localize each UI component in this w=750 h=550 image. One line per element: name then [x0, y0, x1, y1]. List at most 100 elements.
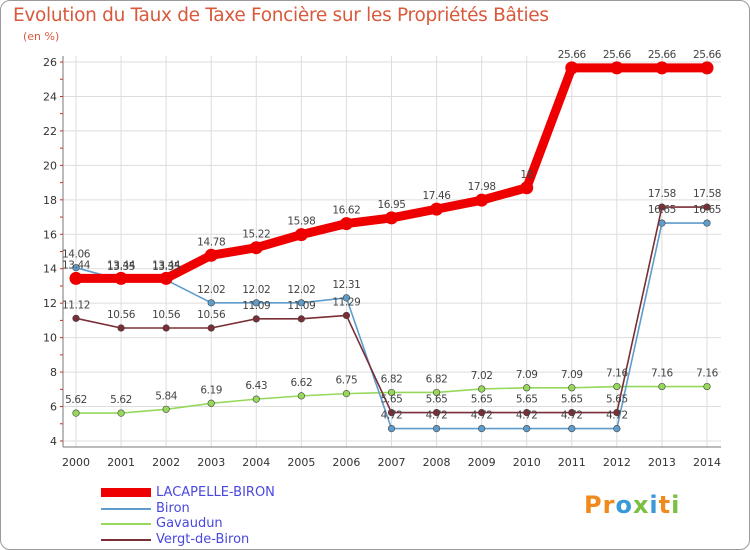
data-label: 4.72 — [606, 410, 628, 422]
data-point — [252, 395, 260, 403]
x-tick-label: 2007 — [378, 456, 406, 469]
x-tick-label: 2003 — [197, 456, 225, 469]
data-point — [72, 314, 80, 322]
data-point — [162, 324, 170, 332]
x-tick-label: 2013 — [648, 456, 676, 469]
data-label: 7.09 — [516, 369, 538, 381]
legend-swatch — [101, 507, 151, 510]
legend-label: Gavaudun — [156, 516, 223, 531]
data-point — [568, 424, 576, 433]
data-label: 6.62 — [290, 377, 312, 389]
data-point — [342, 390, 351, 398]
y-tick-label: 6 — [50, 401, 57, 414]
chart-title: Evolution du Taux de Taxe Foncière sur l… — [13, 5, 549, 26]
data-point — [658, 203, 666, 211]
data-point — [207, 324, 215, 332]
data-point — [523, 384, 531, 392]
data-label: 12.31 — [332, 279, 360, 291]
data-point — [385, 211, 398, 225]
data-label: 25.66 — [648, 49, 677, 61]
data-label: 12.02 — [287, 284, 315, 296]
data-point — [613, 424, 621, 433]
legend-swatch — [101, 523, 151, 525]
data-label: 15.22 — [242, 229, 270, 241]
data-label: 17.58 — [648, 188, 676, 200]
data-point — [342, 311, 351, 320]
data-label: 7.09 — [561, 369, 583, 381]
y-tick-label: 18 — [43, 194, 57, 207]
data-label: 4.72 — [561, 410, 583, 422]
data-point — [339, 217, 353, 231]
data-point — [568, 384, 576, 392]
data-point — [207, 299, 215, 307]
data-label: 25.66 — [693, 49, 722, 61]
data-label: 7.02 — [471, 370, 493, 382]
logo-letter: x — [632, 491, 650, 519]
data-point — [568, 408, 576, 417]
legend-swatch — [101, 538, 151, 541]
logo-letter: i — [671, 491, 681, 519]
y-tick-label: 20 — [43, 159, 57, 172]
data-point — [297, 315, 305, 323]
x-tick-label: 2010 — [513, 456, 541, 469]
data-label: 15.98 — [287, 216, 315, 228]
data-label: 5.65 — [561, 394, 583, 406]
data-point — [387, 388, 396, 397]
data-point — [342, 294, 351, 302]
data-label: 16.62 — [332, 205, 360, 217]
data-point — [69, 271, 83, 285]
data-label: 6.43 — [245, 380, 267, 392]
data-label: 6.82 — [381, 373, 403, 385]
data-label: 10.56 — [107, 309, 136, 321]
data-point — [655, 61, 669, 75]
data-label: 13.44 — [107, 259, 136, 271]
legend-label: LACAPELLE-BIRON — [156, 485, 275, 500]
data-label: 7.16 — [606, 368, 628, 380]
data-label: 18 — [520, 169, 533, 181]
data-label: 12.02 — [242, 284, 270, 296]
data-point — [72, 409, 80, 417]
data-label: 10.56 — [197, 309, 226, 321]
y-tick-label: 24 — [43, 90, 57, 103]
data-point — [475, 193, 489, 207]
legend-label: Vergt-de-Biron — [156, 531, 250, 547]
data-point — [703, 382, 711, 391]
data-point — [252, 315, 260, 323]
data-label: 6.19 — [200, 384, 222, 396]
y-tick-label: 8 — [50, 366, 57, 379]
data-label: 5.62 — [110, 394, 132, 406]
data-label: 5.65 — [471, 394, 493, 406]
data-point — [520, 181, 534, 195]
data-point — [430, 202, 444, 216]
data-point — [613, 408, 621, 417]
data-label: 16.65 — [648, 204, 676, 216]
data-label: 11.09 — [242, 300, 270, 312]
logo-letter: r — [602, 491, 616, 519]
data-point — [162, 405, 170, 413]
y-tick-label: 4 — [50, 435, 57, 448]
data-label: 7.16 — [696, 368, 718, 380]
logo-letter: o — [615, 491, 633, 519]
data-label: 11.29 — [332, 296, 360, 308]
data-point — [117, 324, 125, 332]
y-tick-label: 12 — [43, 297, 57, 310]
data-point — [294, 228, 308, 242]
x-tick-label: 2009 — [468, 456, 496, 469]
data-point — [610, 61, 624, 75]
logo-letter: t — [658, 491, 672, 519]
data-label: 4.72 — [471, 410, 493, 422]
data-label: 6.75 — [336, 375, 358, 387]
y-tick-label: 26 — [43, 56, 57, 69]
data-label: 5.65 — [516, 394, 538, 406]
y-tick-label: 14 — [43, 263, 57, 276]
data-point — [387, 408, 396, 417]
data-label: 17.46 — [423, 190, 452, 202]
data-label: 12.02 — [197, 284, 225, 296]
data-label: 13.35 — [152, 261, 180, 273]
data-point — [478, 424, 486, 433]
data-point — [207, 399, 215, 407]
data-label: 13.44 — [62, 259, 91, 271]
data-point — [565, 61, 579, 75]
